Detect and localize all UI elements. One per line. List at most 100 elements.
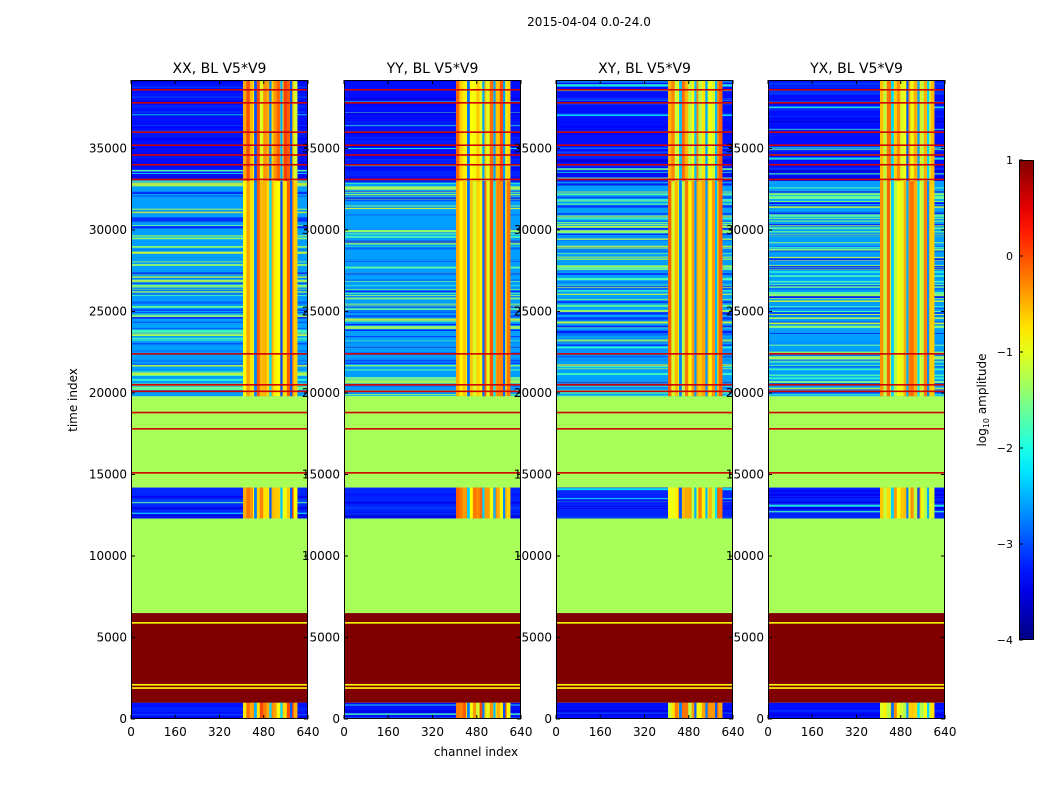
- rfi-band-stripe: [489, 80, 494, 182]
- flag-line: [768, 384, 945, 386]
- x-tick-label: 160: [377, 725, 400, 739]
- rfi-band-stripe: [718, 181, 723, 397]
- rfi-band-stripe: [259, 487, 264, 519]
- rfi-band-stripe: [476, 487, 481, 519]
- texture-line: [131, 115, 308, 117]
- texture-line: [344, 266, 521, 269]
- rfi-band-gap: [269, 702, 272, 719]
- texture-line: [344, 261, 521, 263]
- texture-line: [556, 160, 733, 163]
- texture-line: [344, 365, 521, 367]
- texture-line: [131, 126, 308, 128]
- flag-line: [131, 144, 308, 147]
- texture-line: [344, 395, 521, 397]
- texture-line: [768, 200, 945, 203]
- rfi-band-stripe: [668, 702, 672, 719]
- rfi-band-gap: [269, 181, 272, 397]
- texture-line: [556, 157, 733, 159]
- rfi-band-gap: [482, 702, 485, 719]
- texture-line: [344, 111, 521, 113]
- rfi-band-gap: [280, 181, 283, 397]
- time-segment-flat: [344, 518, 521, 614]
- rfi-band-gap: [679, 702, 682, 719]
- flag-line: [131, 384, 308, 386]
- rfi-band-gap: [694, 80, 697, 182]
- rfi-band-gap: [503, 487, 506, 519]
- flag-line: [344, 428, 521, 430]
- texture-line: [556, 146, 733, 149]
- texture-line: [556, 309, 733, 313]
- texture-line: [131, 388, 308, 391]
- rfi-band-stripe: [259, 80, 264, 182]
- texture-line: [131, 301, 308, 303]
- rfi-band-stripe: [259, 702, 264, 719]
- colorbar-label-suffix: amplitude: [975, 354, 989, 418]
- x-tick-label: 320: [633, 725, 656, 739]
- texture-line: [131, 372, 308, 375]
- rfi-band-stripe: [886, 80, 891, 182]
- rfi-band-stripe: [266, 487, 271, 519]
- texture-line: [131, 173, 308, 174]
- texture-line: [556, 320, 733, 322]
- rfi-band-stripe: [910, 702, 915, 719]
- texture-line: [556, 325, 733, 328]
- texture-line: [131, 87, 308, 88]
- rfi-band-stripe: [711, 80, 716, 182]
- texture-line: [344, 292, 521, 294]
- texture-line: [131, 507, 308, 510]
- rfi-band-stripe: [913, 702, 918, 719]
- colorbar-tick-label: −1: [997, 346, 1013, 359]
- texture-line: [131, 285, 308, 287]
- rfi-band-stripe: [243, 487, 247, 519]
- texture-line: [768, 357, 945, 360]
- texture-line: [768, 193, 945, 195]
- texture-line: [344, 340, 521, 343]
- rfi-band-stripe: [506, 487, 511, 519]
- texture-line: [556, 365, 733, 368]
- texture-line: [344, 130, 521, 132]
- texture-line: [344, 180, 521, 183]
- texture-line: [131, 276, 308, 278]
- rfi-band-gap: [679, 181, 682, 397]
- texture-line: [768, 214, 945, 217]
- heatmap-image: [344, 80, 521, 719]
- texture-line: [556, 386, 733, 388]
- rfi-band-gap: [917, 80, 920, 182]
- rfi-band-stripe: [293, 487, 298, 519]
- texture-line: [344, 287, 521, 290]
- texture-line: [768, 492, 945, 496]
- texture-line: [131, 176, 308, 179]
- rfi-band-stripe: [273, 487, 278, 519]
- texture-line: [768, 220, 945, 222]
- texture-line: [768, 381, 945, 384]
- rfi-band-stripe: [283, 80, 288, 182]
- rfi-band-gap: [503, 80, 506, 182]
- flag-line: [131, 428, 308, 430]
- rfi-band-stripe: [472, 487, 477, 519]
- texture-line: [344, 329, 521, 331]
- texture-line: [344, 199, 521, 202]
- texture-line: [768, 213, 945, 215]
- texture-line: [344, 327, 521, 329]
- texture-line: [344, 513, 521, 515]
- texture-line: [768, 165, 945, 167]
- rfi-band-gap: [917, 181, 920, 397]
- texture-line: [768, 167, 945, 170]
- texture-line: [768, 293, 945, 296]
- flag-line: [344, 390, 521, 393]
- flag-line: [768, 472, 945, 474]
- texture-line: [556, 233, 733, 236]
- rfi-band-stripe: [930, 487, 935, 519]
- texture-line: [768, 360, 945, 363]
- texture-line: [344, 205, 521, 207]
- texture-line: [131, 124, 308, 127]
- rfi-band-gap: [290, 181, 293, 397]
- texture-line: [768, 259, 945, 262]
- texture-line: [556, 333, 733, 335]
- texture-line: [556, 168, 733, 171]
- texture-line: [131, 316, 308, 319]
- texture-line: [344, 137, 521, 139]
- rfi-band-gap: [694, 702, 697, 719]
- rfi-band-stripe: [668, 487, 672, 519]
- texture-line: [344, 713, 521, 716]
